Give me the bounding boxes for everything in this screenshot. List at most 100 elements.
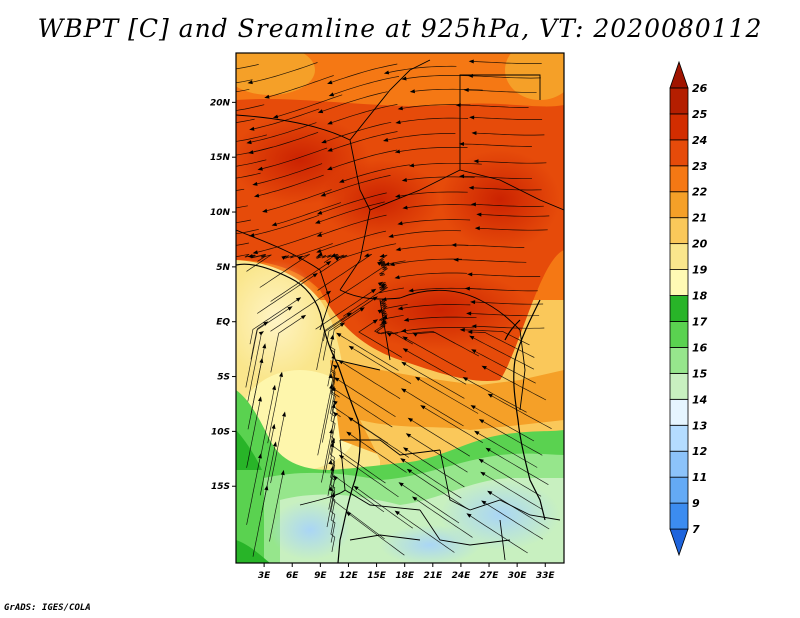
streamline <box>249 298 299 345</box>
streamline <box>246 399 261 468</box>
streamline <box>333 388 393 428</box>
streamline <box>270 262 329 302</box>
streamline-arrowhead <box>383 70 390 75</box>
streamline <box>332 494 385 540</box>
streamline-arrowhead <box>480 471 486 476</box>
streamline <box>267 75 334 98</box>
lon-tick-label: 24E <box>452 571 472 581</box>
streamline-arrowhead <box>248 150 254 155</box>
streamline <box>462 329 530 346</box>
streamline-arrowhead <box>258 396 262 402</box>
streamline-arrowhead <box>300 314 307 320</box>
streamline-arrowhead <box>338 360 344 365</box>
streamline <box>465 378 527 413</box>
streamline-arrowhead <box>317 252 323 256</box>
streamline <box>236 159 267 167</box>
streamline-arrowhead <box>329 383 333 390</box>
streamline-arrowhead <box>328 92 335 97</box>
colorbar-swatch <box>669 217 689 245</box>
streamline <box>473 350 536 384</box>
streamline <box>259 426 275 496</box>
colorbar-swatch <box>669 450 689 478</box>
streamline <box>472 117 543 120</box>
streamline <box>397 147 468 153</box>
streamline-arrowhead <box>321 139 327 144</box>
streamline-arrowhead <box>397 221 403 226</box>
streamline <box>329 104 398 124</box>
streamline <box>470 331 535 358</box>
colorbar-swatch <box>669 476 689 504</box>
streamline-arrowhead <box>264 94 270 99</box>
streamline <box>316 313 350 371</box>
colorbar-label: 23 <box>692 160 708 173</box>
colorbar-swatch <box>669 502 689 530</box>
streamline-arrowhead <box>401 361 407 366</box>
colorbar-swatch <box>669 87 689 115</box>
streamline-arrowhead <box>331 492 336 498</box>
streamline <box>236 64 259 70</box>
streamline <box>392 258 463 265</box>
streamline-arrowhead <box>408 163 415 168</box>
streamline-arrowhead <box>330 253 336 258</box>
streamline <box>405 349 467 385</box>
streamline-arrowhead <box>377 281 384 287</box>
streamline-arrowhead <box>182 124 187 128</box>
streamline <box>409 470 468 510</box>
streamline <box>252 108 320 130</box>
footer-credit: GrADS: IGES/COLA <box>4 603 91 613</box>
streamline-arrowhead <box>346 312 352 317</box>
streamline <box>255 163 323 185</box>
streamline-arrowhead <box>329 428 334 434</box>
streamline <box>461 143 532 147</box>
streamline <box>236 228 259 235</box>
streamline <box>275 94 343 118</box>
lat-tick-label: 10S <box>211 427 230 437</box>
streamline <box>476 160 547 164</box>
streamline-arrowhead <box>459 142 464 146</box>
streamline-arrowhead <box>487 393 493 398</box>
streamline <box>468 514 528 554</box>
streamline <box>358 320 403 358</box>
streamline-arrowhead <box>381 297 387 302</box>
streamline-arrowhead <box>401 76 407 81</box>
streamline <box>470 75 541 79</box>
colorbar-swatch <box>669 139 689 167</box>
streamline-arrowhead <box>316 249 322 253</box>
streamline <box>471 61 542 64</box>
streamline <box>476 432 538 468</box>
streamline-arrowhead <box>262 343 267 349</box>
streamline-arrowhead <box>348 345 354 351</box>
chart-title: WBPT [C] and Sreamline at 925hPa, VT: 20… <box>37 14 763 43</box>
streamline-arrowhead <box>400 458 406 463</box>
streamline <box>319 192 387 214</box>
streamline-arrowhead <box>328 373 333 379</box>
streamline <box>322 308 363 361</box>
streamline <box>260 147 328 170</box>
streamline-arrowhead <box>395 247 401 252</box>
streamlines <box>236 61 552 557</box>
streamline <box>328 264 388 304</box>
streamline <box>473 301 544 305</box>
streamline <box>236 253 267 262</box>
streamline <box>260 387 275 457</box>
streamline <box>323 175 391 196</box>
colorbar-swatch <box>669 165 689 193</box>
streamline <box>236 146 273 156</box>
streamline <box>405 448 465 488</box>
streamline-arrowhead <box>279 371 283 377</box>
streamline-arrowhead <box>247 80 253 85</box>
lat-tick-label: 15N <box>210 153 231 163</box>
streamline-arrowhead <box>469 335 475 340</box>
streamline <box>252 214 320 236</box>
streamline <box>406 316 477 321</box>
streamline <box>348 513 405 556</box>
streamline-arrowhead <box>481 365 487 370</box>
colorbar-label: 15 <box>692 367 708 380</box>
streamline-arrowhead <box>409 89 415 94</box>
streamline-arrowhead <box>176 247 181 251</box>
streamline-arrowhead <box>389 262 395 267</box>
streamline-arrowhead <box>178 224 183 228</box>
streamline-arrowhead <box>478 419 485 424</box>
streamline <box>489 492 550 530</box>
lat-tick-label: 5S <box>217 373 230 383</box>
